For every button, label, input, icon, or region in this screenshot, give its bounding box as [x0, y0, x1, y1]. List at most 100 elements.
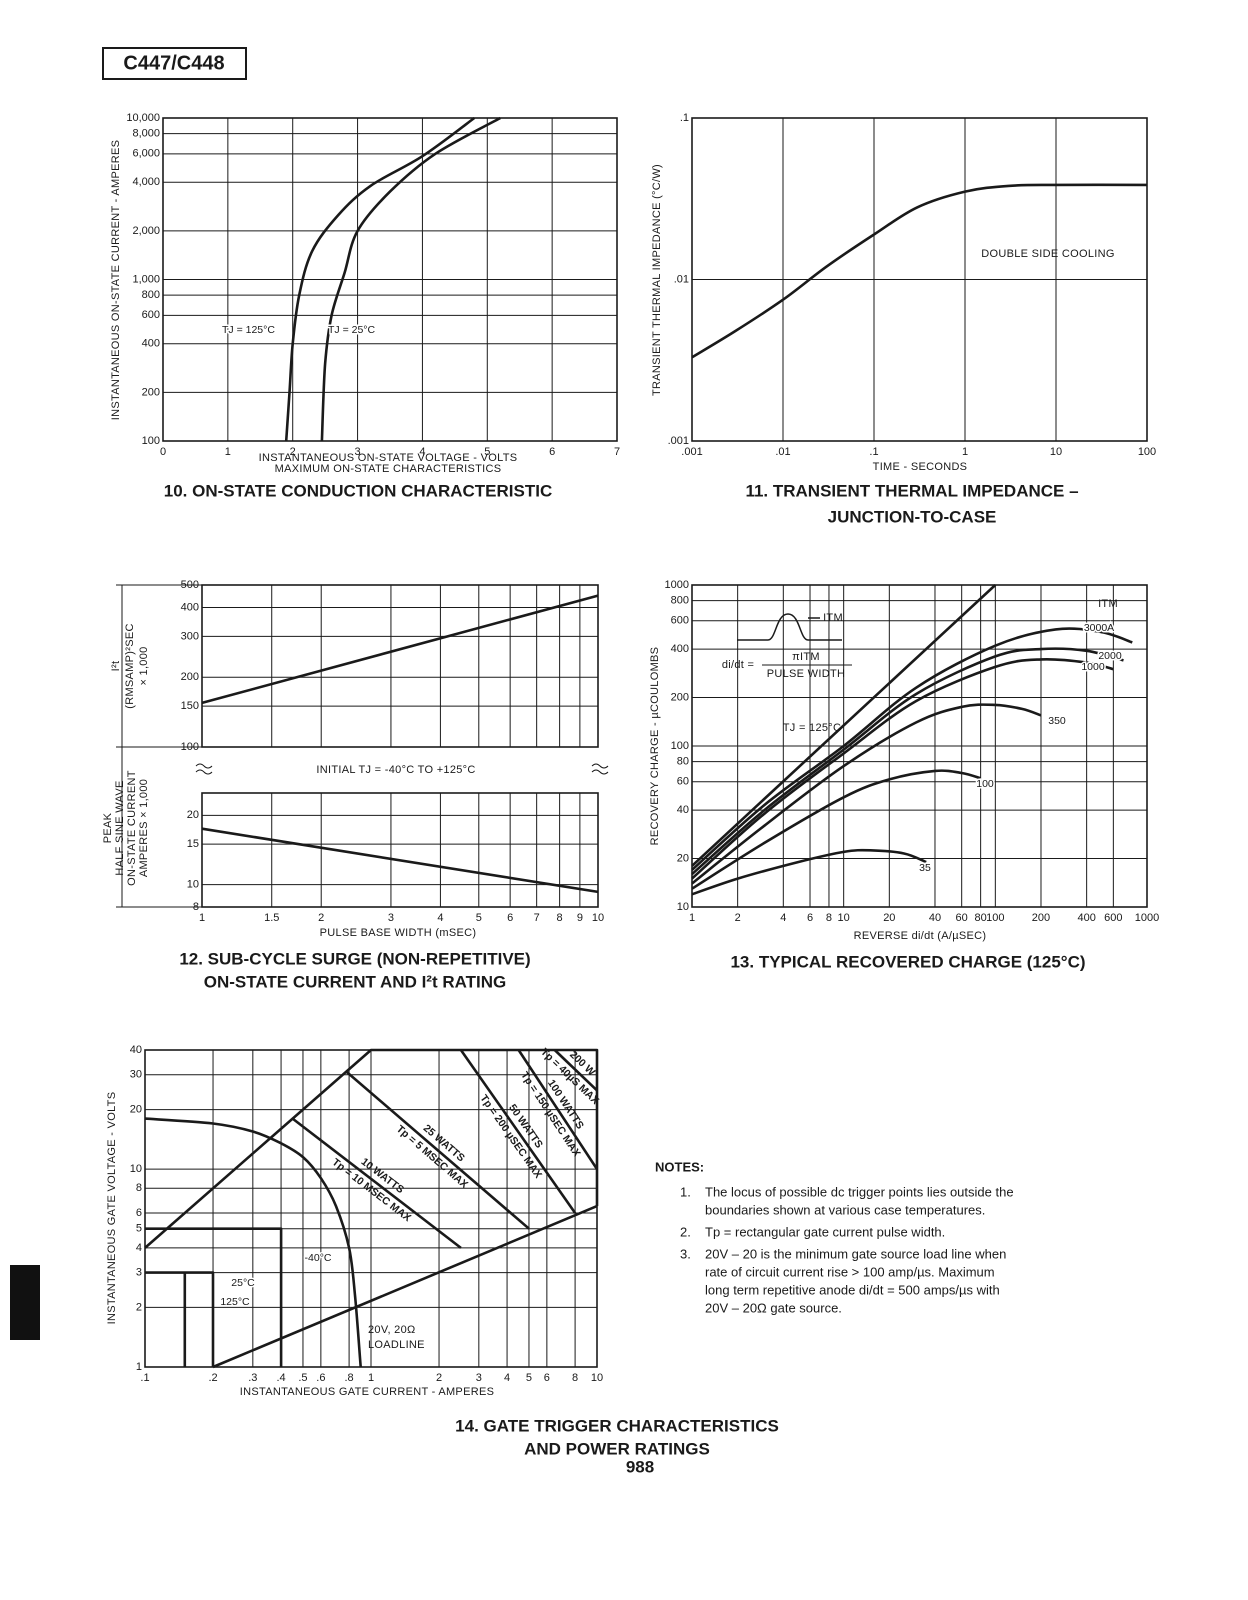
note-line: Tp = rectangular gate current pulse widt… — [705, 1224, 945, 1239]
annotation: ITM — [823, 612, 843, 624]
x-tick-label: 4 — [504, 1372, 510, 1384]
note-line: 20V – 20Ω gate source. — [705, 1300, 842, 1315]
chart-title: 13. TYPICAL RECOVERED CHARGE (125°C) — [730, 952, 1085, 971]
note-number: 1. — [680, 1184, 691, 1199]
y-tick-label: 400 — [671, 643, 689, 655]
y-tick-label: 400 — [142, 338, 160, 350]
x-tick-label: 3 — [476, 1372, 482, 1384]
x-tick-label: .4 — [276, 1372, 285, 1384]
y-tick-label: 20 — [677, 852, 689, 864]
chart-subtitle: MAXIMUM ON-STATE CHARACTERISTICS — [275, 463, 502, 475]
series-label: TJ = 125°C — [222, 324, 275, 336]
x-tick-label: 6 — [807, 912, 813, 924]
series-line — [517, 1049, 599, 1170]
y-tick-label: 2,000 — [132, 225, 160, 237]
y-tick-label: .001 — [668, 435, 689, 447]
x-tick-label: 1 — [962, 446, 968, 458]
y-tick-label: 200 — [142, 386, 160, 398]
x-tick-label: 8 — [557, 912, 563, 924]
x-tick-label: 8 — [572, 1372, 578, 1384]
chart-title: 11. TRANSIENT THERMAL IMPEDANCE – — [745, 481, 1078, 500]
label-bg — [364, 1320, 434, 1352]
x-tick-label: 1000 — [1135, 912, 1159, 924]
series-line — [291, 1117, 462, 1249]
x-tick-label: .1 — [869, 446, 878, 458]
x-tick-label: 6 — [549, 446, 555, 458]
x-axis-label: PULSE BASE WIDTH (mSEC) — [320, 927, 477, 939]
note-number: 2. — [680, 1224, 691, 1239]
series-line — [691, 657, 1114, 880]
note-line: The locus of possible dc trigger points … — [705, 1184, 1014, 1199]
y-tick-label: 500 — [181, 579, 199, 591]
x-tick-label: 600 — [1104, 912, 1122, 924]
chart-title: 10. ON-STATE CONDUCTION CHARACTERISTIC — [164, 481, 553, 500]
x-tick-label: 6 — [507, 912, 513, 924]
y-tick-label: 20 — [187, 809, 199, 821]
plot-frame — [691, 117, 1148, 442]
series-line — [212, 1204, 598, 1369]
x-tick-label: 1.5 — [264, 912, 279, 924]
inset-bg — [712, 606, 862, 680]
x-tick-label: 400 — [1077, 912, 1095, 924]
x-tick-label: 9 — [577, 912, 583, 924]
series-line — [144, 1048, 599, 1249]
x-tick-label: 80 — [975, 912, 987, 924]
x-tick-label: 6 — [544, 1372, 550, 1384]
header-box — [102, 47, 247, 80]
series-line — [345, 1070, 530, 1230]
series-line — [144, 1117, 362, 1368]
y-tick-label: 40 — [130, 1044, 142, 1056]
chart-title: JUNCTION-TO-CASE — [828, 507, 997, 526]
x-tick-label: 40 — [929, 912, 941, 924]
y-tick-label: 4,000 — [132, 176, 160, 188]
series-line — [691, 627, 1133, 871]
plot-frame — [691, 584, 1148, 908]
annotation: PULSE WIDTH — [767, 668, 845, 680]
y-tick-label: 600 — [671, 615, 689, 627]
note-line: long term repetitive anode di/dt = 500 a… — [705, 1282, 1000, 1297]
page-number: 988 — [626, 1457, 654, 1476]
x-tick-label: .3 — [248, 1372, 257, 1384]
x-tick-label: 4 — [419, 446, 425, 458]
y-tick-label: 200 — [671, 691, 689, 703]
y-axis-label: INSTANTANEOUS ON-STATE CURRENT - AMPERES — [110, 140, 122, 421]
y-tick-label: 300 — [181, 630, 199, 642]
x-tick-label: .6 — [316, 1372, 325, 1384]
x-axis-label: INSTANTANEOUS GATE CURRENT - AMPERES — [240, 1386, 494, 1398]
x-tick-label: 5 — [476, 912, 482, 924]
y2-axis-label: AMPERES × 1,000 — [138, 779, 150, 877]
series-line — [320, 116, 501, 442]
y-tick-label: 2 — [136, 1301, 142, 1313]
series-label: -40°C — [305, 1252, 332, 1264]
note-line: 20V – 20 is the minimum gate source load… — [705, 1246, 1006, 1261]
x-axis-label: TIME - SECONDS — [873, 461, 968, 473]
plot-frame — [162, 117, 618, 442]
series-line — [145, 1227, 283, 1367]
x-tick-label: .01 — [775, 446, 790, 458]
x-tick-label: 20 — [883, 912, 895, 924]
series-label: 35 — [919, 862, 931, 874]
y-axis-label: × 1,000 — [138, 646, 150, 685]
x-tick-label: 100 — [986, 912, 1004, 924]
series-line — [459, 1049, 577, 1214]
axis-bracket — [116, 584, 609, 908]
y-tick-label: .01 — [674, 273, 689, 285]
series-line — [691, 769, 981, 890]
x-tick-label: 1 — [689, 912, 695, 924]
y-tick-label: 600 — [142, 309, 160, 321]
x-tick-label: 0 — [160, 446, 166, 458]
x-tick-label: 10 — [592, 912, 604, 924]
y-tick-label: 100 — [671, 740, 689, 752]
x-axis-label: INSTANTANEOUS ON-STATE VOLTAGE - VOLTS — [259, 452, 518, 464]
series-line — [145, 1271, 215, 1367]
y-tick-label: 1 — [136, 1361, 142, 1373]
annotation: INITIAL TJ = -40°C TO +125°C — [316, 764, 475, 776]
note-line: rate of circuit current rise > 100 amp/µ… — [705, 1264, 995, 1279]
legend-bg — [1080, 596, 1138, 612]
x-tick-label: 5 — [484, 446, 490, 458]
annotation: ITM — [1098, 598, 1118, 610]
x-tick-label: .001 — [681, 446, 702, 458]
x-axis-label: REVERSE di/dt (A/µSEC) — [854, 930, 987, 942]
annotation: πITM — [792, 651, 820, 663]
series-label: 2000 — [1098, 650, 1122, 662]
